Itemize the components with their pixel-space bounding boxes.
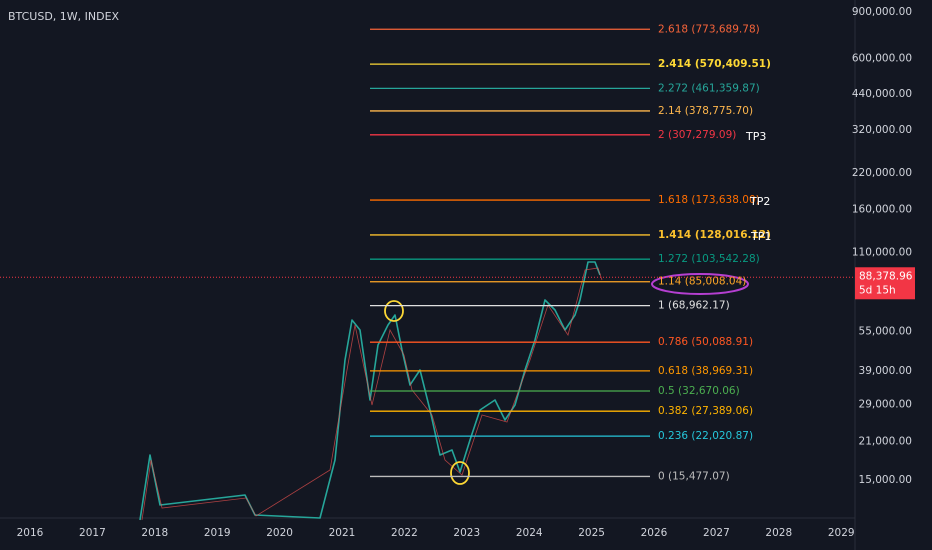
price-trace-shadow	[141, 267, 603, 521]
year-label: 2027	[703, 527, 730, 539]
fib-price: (570,409.51)	[695, 58, 771, 70]
fib-price: (85,008.04)	[685, 276, 747, 288]
fib-price: (32,670.06)	[678, 385, 740, 397]
fib-label: 1.618 (173,638.00)	[658, 194, 760, 206]
price-tick-label: 55,000.00	[859, 325, 912, 337]
fib-price: (50,088.91)	[691, 336, 753, 348]
target-annotation: TP3	[745, 130, 766, 143]
fib-ratio: 0.236	[658, 430, 688, 442]
fib-label: 1.414 (128,016.12)	[658, 229, 771, 241]
current-price-label: 88,378.96	[859, 270, 913, 282]
fib-ratio: 0.786	[658, 336, 688, 348]
fib-label: 0.786 (50,088.91)	[658, 336, 753, 348]
fib-label: 1.272 (103,542.28)	[658, 253, 760, 265]
fib-price: (128,016.12)	[695, 229, 771, 241]
year-label: 2020	[266, 527, 293, 539]
fib-ratio: 0.5	[658, 385, 675, 397]
fib-price: (22,020.87)	[691, 430, 753, 442]
fib-price: (103,542.28)	[691, 253, 759, 265]
fib-price: (378,775.70)	[685, 105, 753, 117]
fib-ratio: 1	[658, 300, 665, 312]
price-tick-label: 21,000.00	[859, 436, 912, 448]
fib-price: (38,969.31)	[691, 365, 753, 377]
price-tick-label: 220,000.00	[852, 167, 912, 179]
fib-ratio: 1.618	[658, 194, 688, 206]
price-tick-label: 900,000.00	[852, 6, 912, 18]
fib-label: 2.14 (378,775.70)	[658, 105, 753, 117]
fib-label: 0.236 (22,020.87)	[658, 430, 753, 442]
year-label: 2023	[453, 527, 480, 539]
price-tick-label: 110,000.00	[852, 246, 912, 258]
year-label: 2016	[17, 527, 44, 539]
fib-label: 1.14 (85,008.04)	[658, 276, 746, 288]
fib-label: 2.272 (461,359.87)	[658, 82, 760, 94]
fib-label: 0.5 (32,670.06)	[658, 385, 740, 397]
price-tick-label: 320,000.00	[852, 124, 912, 136]
year-label: 2017	[79, 527, 106, 539]
fib-label: 2.414 (570,409.51)	[658, 58, 771, 70]
price-tick-label: 440,000.00	[852, 88, 912, 100]
year-label: 2029	[828, 527, 855, 539]
symbol-title: BTCUSD, 1W, INDEX	[8, 10, 120, 23]
year-label: 2028	[765, 527, 792, 539]
fib-ratio: 2.414	[658, 58, 691, 70]
fib-price: (773,689.78)	[691, 23, 759, 35]
fib-label: 2.618 (773,689.78)	[658, 23, 760, 35]
pivot-circle	[450, 461, 470, 485]
fib-ratio: 1.414	[658, 229, 691, 241]
highlight-ellipse	[651, 273, 749, 295]
fib-label: 0.382 (27,389.06)	[658, 405, 753, 417]
price-tick-label: 15,000.00	[859, 474, 912, 486]
fib-label: 0.618 (38,969.31)	[658, 365, 753, 377]
price-tick-label: 600,000.00	[852, 52, 912, 64]
year-label: 2025	[578, 527, 605, 539]
fib-label: 1 (68,962.17)	[658, 300, 730, 312]
fib-label: 2 (307,279.09)	[658, 129, 736, 141]
year-label: 2019	[204, 527, 231, 539]
fib-ratio: 0	[658, 470, 665, 482]
price-tick-label: 39,000.00	[859, 365, 912, 377]
price-tick-label: 160,000.00	[852, 203, 912, 215]
fib-price: (15,477.07)	[668, 470, 730, 482]
fib-ratio: 0.618	[658, 365, 688, 377]
price-trace	[139, 261, 601, 521]
fib-ratio: 2	[658, 129, 665, 141]
fib-ratio: 0.382	[658, 405, 688, 417]
fib-price: (27,389.06)	[691, 405, 753, 417]
fib-price: (173,638.00)	[691, 194, 759, 206]
year-label: 2021	[329, 527, 356, 539]
pivot-circle	[384, 300, 404, 322]
target-annotation: TP2	[749, 195, 770, 208]
fib-label: 0 (15,477.07)	[658, 470, 730, 482]
countdown-label: 5d 15h	[859, 284, 896, 296]
year-label: 2022	[391, 527, 418, 539]
current-price-box	[855, 267, 915, 300]
fib-ratio: 2.14	[658, 105, 682, 117]
year-label: 2018	[141, 527, 168, 539]
fib-ratio: 2.272	[658, 82, 688, 94]
fib-price: (307,279.09)	[668, 129, 736, 141]
fib-price: (461,359.87)	[691, 82, 759, 94]
fib-price: (68,962.17)	[668, 300, 730, 312]
price-tick-label: 29,000.00	[859, 399, 912, 411]
fib-ratio: 2.618	[658, 23, 688, 35]
fib-ratio: 1.272	[658, 253, 688, 265]
year-label: 2024	[516, 527, 543, 539]
year-label: 2026	[641, 527, 668, 539]
target-annotation: TP1	[750, 230, 771, 243]
fib-ratio: 1.14	[658, 276, 682, 288]
